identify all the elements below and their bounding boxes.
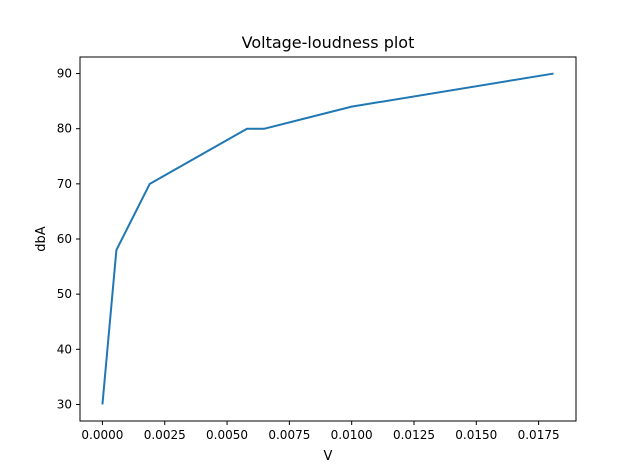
x-tick-label: 0.0100 [331, 428, 373, 442]
x-tick-label: 0.0150 [455, 428, 497, 442]
x-tick-label: 0.0125 [393, 428, 435, 442]
x-tick-label: 0.0050 [206, 428, 248, 442]
y-tick-label: 40 [57, 342, 72, 356]
x-tick-label: 0.0175 [518, 428, 560, 442]
x-tick-label: 0.0025 [144, 428, 186, 442]
series-line [101, 72, 554, 405]
plot-area [79, 56, 577, 422]
y-tick-label: 50 [57, 287, 72, 301]
x-axis-ticks: 0.0000 0.0025 0.0050 0.0075 0.0100 0.0125 0.01… [81, 421, 560, 442]
x-tick-label: 0.0000 [81, 428, 123, 442]
x-axis-label: V [324, 449, 333, 464]
y-axis-label: dbA [34, 226, 49, 252]
chart-title: Voltage-loudness plot [242, 33, 415, 52]
series-layer [101, 72, 554, 405]
y-tick-label: 90 [57, 67, 72, 81]
y-tick-label: 30 [57, 397, 72, 411]
y-tick-label: 60 [57, 232, 72, 246]
y-axis-ticks: 30 40 50 60 70 80 90 [57, 67, 80, 411]
y-tick-label: 70 [57, 177, 72, 191]
x-tick-label: 0.0075 [268, 428, 310, 442]
y-tick-label: 80 [57, 122, 72, 136]
